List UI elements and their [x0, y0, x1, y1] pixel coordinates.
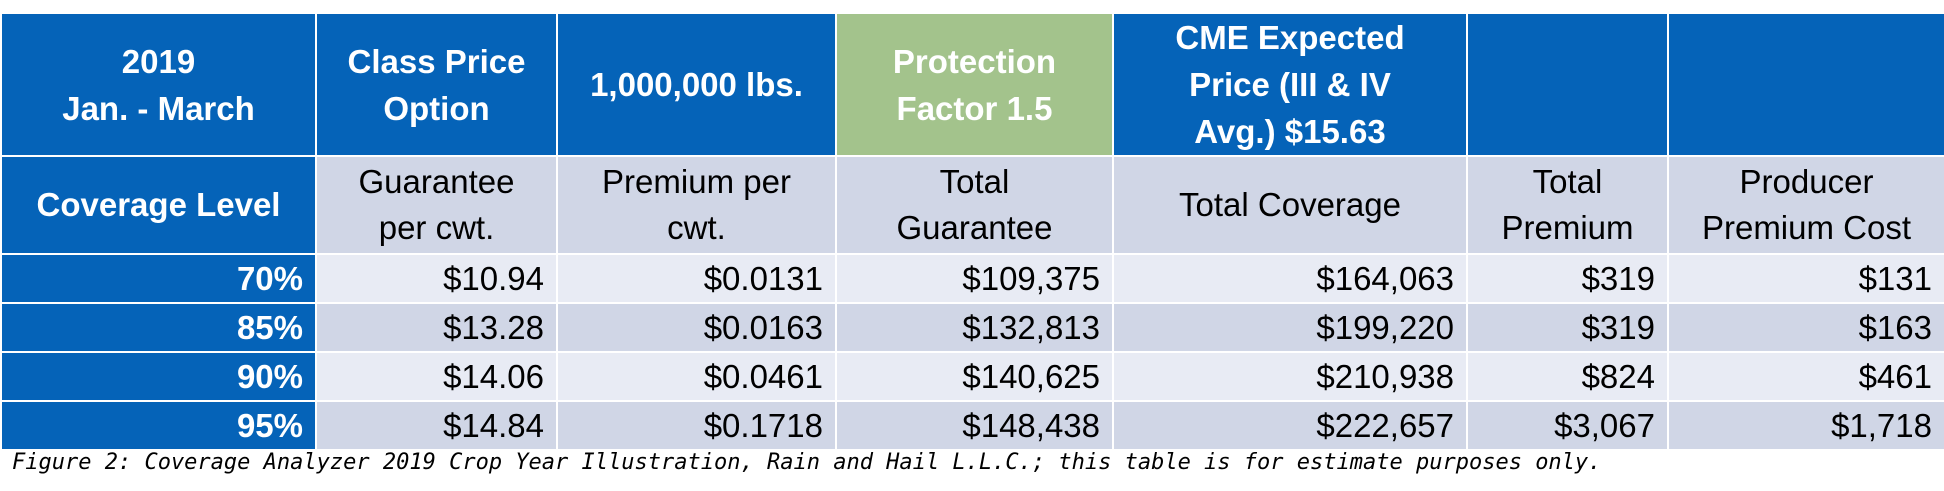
total-guarantee-cell: $132,813: [835, 302, 1114, 353]
table-row: 90% $14.06 $0.0461 $140,625 $210,938 $82…: [0, 351, 1944, 402]
premium-cell: $0.0163: [556, 302, 837, 353]
total-premium-cell: $3,067: [1466, 400, 1669, 451]
subheader-producer-premium-cost: Producer Premium Cost: [1667, 155, 1944, 255]
total-coverage-cell: $199,220: [1112, 302, 1468, 353]
header-class-price-option: Class Price Option: [315, 12, 558, 157]
producer-cost-cell: $163: [1667, 302, 1944, 353]
figure-caption: Figure 2: Coverage Analyzer 2019 Crop Ye…: [12, 450, 1602, 475]
premium-cell: $0.0461: [556, 351, 837, 402]
total-guarantee-cell: $109,375: [835, 253, 1114, 304]
table-row: 95% $14.84 $0.1718 $148,438 $222,657 $3,…: [0, 400, 1944, 451]
header-blank-2: [1667, 12, 1944, 157]
coverage-level-cell: 70%: [0, 253, 317, 304]
producer-cost-cell: $131: [1667, 253, 1944, 304]
total-coverage-cell: $164,063: [1112, 253, 1468, 304]
producer-cost-cell: $461: [1667, 351, 1944, 402]
coverage-level-cell: 85%: [0, 302, 317, 353]
total-guarantee-cell: $148,438: [835, 400, 1114, 451]
subheader-premium-per-cwt: Premium per cwt.: [556, 155, 837, 255]
header-row: 2019 Jan. - March Class Price Option 1,0…: [0, 12, 1944, 157]
table-row: 70% $10.94 $0.0131 $109,375 $164,063 $31…: [0, 253, 1944, 304]
guarantee-cell: $14.84: [315, 400, 558, 451]
total-premium-cell: $319: [1466, 302, 1669, 353]
coverage-level-cell: 95%: [0, 400, 317, 451]
table-row: 85% $13.28 $0.0163 $132,813 $199,220 $31…: [0, 302, 1944, 353]
coverage-table: 2019 Jan. - March Class Price Option 1,0…: [0, 12, 1944, 451]
guarantee-cell: $13.28: [315, 302, 558, 353]
total-coverage-cell: $222,657: [1112, 400, 1468, 451]
subheader-coverage-level: Coverage Level: [0, 155, 317, 255]
header-volume: 1,000,000 lbs.: [556, 12, 837, 157]
header-blank-1: [1466, 12, 1669, 157]
guarantee-cell: $14.06: [315, 351, 558, 402]
guarantee-cell: $10.94: [315, 253, 558, 304]
total-guarantee-cell: $140,625: [835, 351, 1114, 402]
header-protection-factor: Protection Factor 1.5: [835, 12, 1114, 157]
subheader-total-premium: Total Premium: [1466, 155, 1669, 255]
subheader-guarantee-per-cwt: Guarantee per cwt.: [315, 155, 558, 255]
premium-cell: $0.1718: [556, 400, 837, 451]
subheader-row: Coverage Level Guarantee per cwt. Premiu…: [0, 155, 1944, 255]
header-period: 2019 Jan. - March: [0, 12, 317, 157]
total-premium-cell: $319: [1466, 253, 1669, 304]
producer-cost-cell: $1,718: [1667, 400, 1944, 451]
subheader-total-coverage: Total Coverage: [1112, 155, 1468, 255]
coverage-level-cell: 90%: [0, 351, 317, 402]
total-premium-cell: $824: [1466, 351, 1669, 402]
premium-cell: $0.0131: [556, 253, 837, 304]
total-coverage-cell: $210,938: [1112, 351, 1468, 402]
subheader-total-guarantee: Total Guarantee: [835, 155, 1114, 255]
header-cme-expected-price: CME Expected Price (III & IV Avg.) $15.6…: [1112, 12, 1468, 157]
